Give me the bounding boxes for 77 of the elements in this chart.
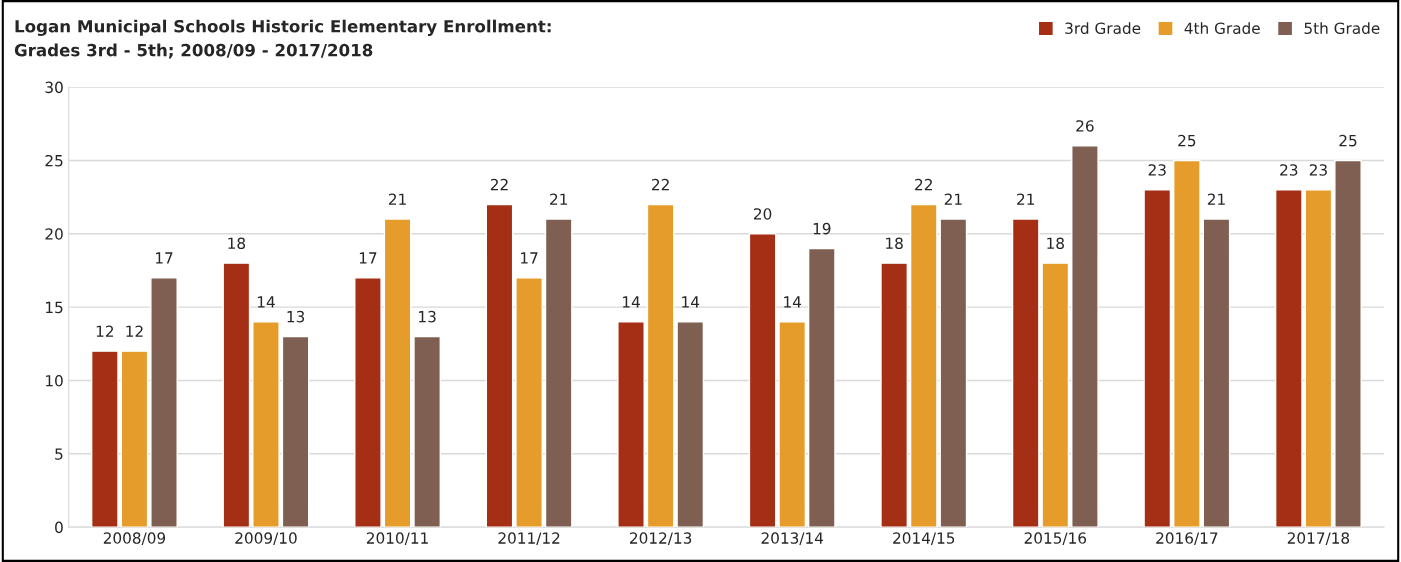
data-label: 14 <box>682 296 700 308</box>
y-tick-label: 10 <box>46 374 63 387</box>
data-label: 25 <box>1339 134 1357 147</box>
bar <box>880 262 909 528</box>
bar <box>413 335 441 528</box>
data-label: 21 <box>1017 193 1035 205</box>
x-tick-label: 2011/12 <box>498 532 560 546</box>
data-label: 13 <box>287 310 305 323</box>
bar <box>1071 145 1099 528</box>
legend-label: 5th Grade <box>1304 22 1380 35</box>
x-tick-label: 2009/10 <box>235 532 297 546</box>
data-label: 18 <box>886 237 903 250</box>
data-label: 26 <box>1076 120 1094 132</box>
x-tick-label: 2013/14 <box>761 532 824 546</box>
bar <box>778 321 807 528</box>
bar <box>1173 159 1201 528</box>
y-tick-label: 0 <box>55 521 63 534</box>
data-label: 14 <box>623 296 640 308</box>
bar <box>281 335 310 528</box>
bar <box>485 203 514 528</box>
data-label: 18 <box>228 237 246 250</box>
y-tick-label: 5 <box>55 448 63 460</box>
bar <box>1143 189 1172 528</box>
bar <box>354 277 382 528</box>
bar <box>1202 218 1231 528</box>
x-tick-label: 2014/15 <box>893 532 955 546</box>
x-tick-label: 2016/17 <box>1156 532 1218 546</box>
data-label: 14 <box>784 296 802 308</box>
data-label: 21 <box>388 193 406 205</box>
bar <box>676 321 705 528</box>
data-label: 17 <box>155 252 173 264</box>
bar <box>252 321 280 528</box>
x-tick-label: 2008/09 <box>103 532 166 546</box>
data-label: 22 <box>915 178 932 191</box>
legend-label: 3rd Grade <box>1065 22 1141 35</box>
data-label: 13 <box>419 310 436 323</box>
data-label: 14 <box>257 296 275 308</box>
data-label: 12 <box>96 325 114 337</box>
data-label: 21 <box>944 193 962 205</box>
bar <box>617 321 645 528</box>
data-label: 21 <box>1207 193 1225 205</box>
x-tick-label: 2010/11 <box>366 532 428 546</box>
data-label: 17 <box>521 252 538 264</box>
data-label: 23 <box>1280 164 1298 176</box>
bar <box>120 350 149 528</box>
data-label: 23 <box>1148 164 1166 176</box>
x-tick-label: 2017/18 <box>1287 532 1350 546</box>
bar <box>646 203 675 528</box>
data-label: 22 <box>652 178 669 191</box>
bar <box>1334 159 1362 528</box>
y-tick-label: 20 <box>45 228 63 240</box>
x-tick-label: 2015/16 <box>1024 532 1087 546</box>
data-label: 22 <box>490 178 508 191</box>
bar <box>150 277 178 528</box>
bar <box>1304 189 1333 528</box>
bar <box>515 277 543 528</box>
bar <box>222 262 251 528</box>
data-label: 25 <box>1178 134 1196 147</box>
data-label: 12 <box>126 325 143 337</box>
data-label: 20 <box>753 208 772 220</box>
chart-title: Logan Municipal Schools Historic Elementary Enrollment: Grades 3rd - 5th; 2008/09 - 2017/2018 <box>14 19 551 59</box>
y-tick-label: 30 <box>45 81 63 94</box>
x-tick-label: 2012/13 <box>630 532 692 546</box>
y-tick-label: 25 <box>45 154 63 167</box>
bar <box>383 218 412 528</box>
data-label: 19 <box>813 222 831 235</box>
bar <box>90 350 119 528</box>
data-label: 21 <box>550 193 567 205</box>
data-label: 17 <box>359 252 377 264</box>
y-tick-label: 15 <box>46 301 63 314</box>
bar <box>807 247 836 528</box>
bar <box>748 233 777 528</box>
bar <box>544 218 573 528</box>
bar <box>1274 189 1303 528</box>
data-label: 23 <box>1309 164 1327 176</box>
data-label: 18 <box>1047 237 1064 250</box>
legend-label: 4th Grade <box>1184 22 1260 35</box>
